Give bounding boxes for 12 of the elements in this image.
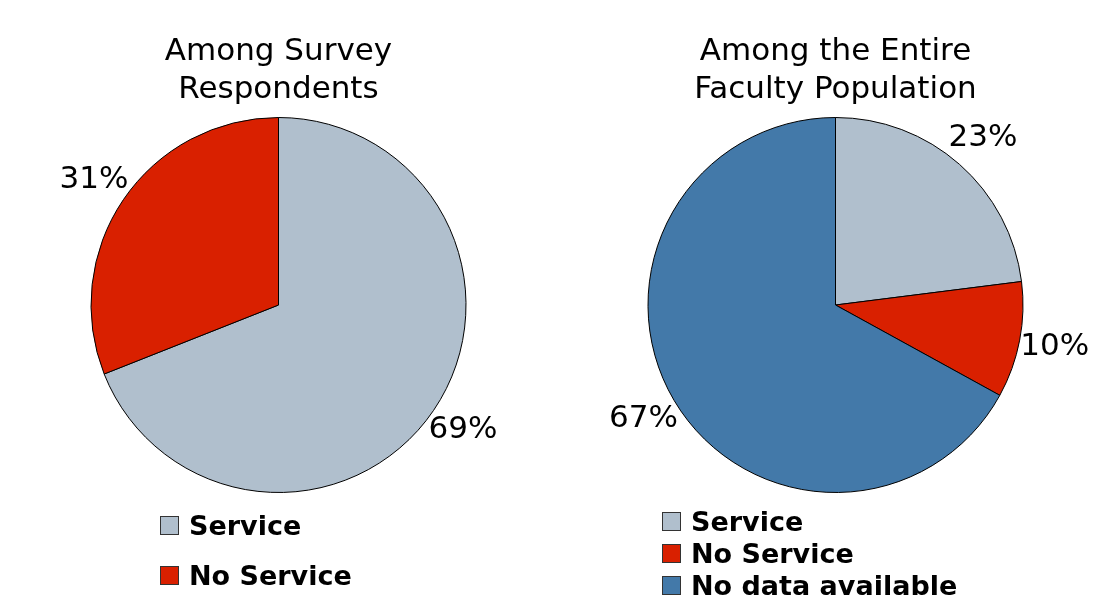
legend-label: No Service xyxy=(691,537,854,569)
data-label: 69% xyxy=(428,409,498,446)
data-label: 23% xyxy=(948,116,1018,153)
data-label: 10% xyxy=(1020,325,1090,362)
chart-title: Among Survey Respondents xyxy=(163,30,394,106)
legend-label: No data available xyxy=(691,569,958,601)
data-label: 31% xyxy=(59,158,129,195)
legend-label: Service xyxy=(189,509,302,541)
legend-label: No Service xyxy=(189,559,352,591)
data-label: 67% xyxy=(608,397,678,434)
legend-label: Service xyxy=(691,505,804,537)
chart-title: Among the Entire Faculty Population xyxy=(693,30,978,106)
